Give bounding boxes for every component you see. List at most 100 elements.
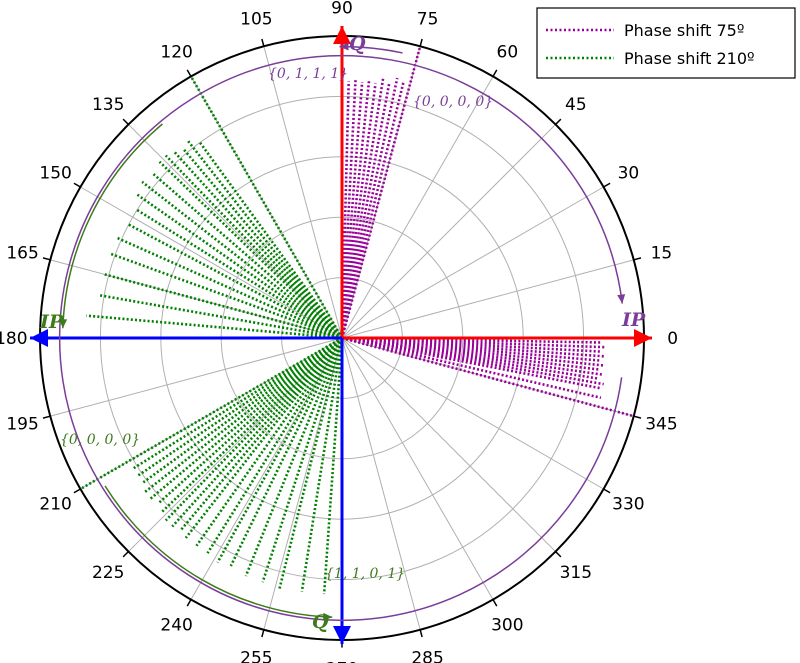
- rotation-arc-210-bottom: [104, 485, 333, 618]
- angle-tick-label: 60: [497, 43, 519, 63]
- angle-tick-mark: [122, 118, 129, 125]
- q-label-75: Q: [349, 33, 366, 55]
- angle-tick-mark: [492, 69, 498, 77]
- angle-tick-mark: [186, 599, 192, 607]
- angle-tick-label: 90: [331, 0, 353, 18]
- angle-tick-mark: [555, 551, 562, 558]
- series-1-ray: [229, 337, 344, 567]
- angle-tick-label: 240: [160, 615, 192, 635]
- angle-tick-label: 30: [618, 164, 640, 184]
- angle-tick-label: 225: [92, 563, 124, 583]
- series-1-ray: [216, 337, 344, 564]
- angle-tick-label: 285: [411, 648, 443, 663]
- code-label-1101: {1, 1, 0, 1}: [325, 566, 405, 582]
- grid-spoke: [80, 337, 343, 490]
- angle-tick-mark: [42, 415, 51, 419]
- rotation-arc-75-top-head: [339, 42, 349, 51]
- series-1-ray: [186, 139, 344, 339]
- angle-tick-label: 210: [39, 494, 71, 514]
- series-1-ray: [164, 337, 343, 522]
- rotation-arc-210-bottom-head: [323, 612, 333, 621]
- grid-spoke: [341, 337, 421, 630]
- series-1-ray: [184, 337, 344, 539]
- grid-spoke: [341, 76, 494, 339]
- angle-tick-label: 195: [6, 415, 38, 435]
- series-1-ray: [140, 336, 343, 485]
- ip-arrow-right-head: [634, 329, 652, 347]
- angle-tick-mark: [633, 415, 642, 419]
- series-1-ray: [131, 336, 343, 471]
- grid-spoke: [341, 337, 556, 552]
- angle-tick-mark: [633, 257, 642, 261]
- code-label-0111: {0, 1, 1, 1}: [268, 66, 348, 82]
- series-1-ray: [181, 147, 343, 339]
- angle-tick-label: 270: [326, 660, 358, 663]
- series-1-ray: [141, 180, 343, 340]
- rotation-arc-210-left: [62, 123, 163, 329]
- angle-tick-label: 45: [565, 95, 587, 115]
- series-1-ray: [157, 337, 343, 505]
- angle-tick-label: 15: [651, 243, 673, 263]
- grid-spoke: [263, 337, 343, 630]
- series-1-ray: [195, 337, 344, 547]
- series-1-ray: [149, 337, 343, 501]
- series-1-ray: [171, 337, 343, 528]
- grid-spoke: [50, 259, 343, 339]
- legend-label-210: Phase shift 210º: [624, 49, 755, 68]
- angle-tick-mark: [122, 551, 129, 558]
- series-layer: [40, 36, 635, 640]
- grid-spoke: [341, 337, 604, 490]
- series-1-ray: [261, 337, 344, 583]
- angle-tick-mark: [603, 488, 611, 494]
- grid-spoke: [190, 76, 343, 339]
- angle-tick-mark: [261, 38, 265, 47]
- angle-tick-label: 75: [417, 10, 439, 30]
- angle-tick-mark: [419, 629, 423, 638]
- series-1-ray: [206, 337, 344, 554]
- code-label-0000-green: {0, 0, 0, 0}: [60, 432, 140, 448]
- axis-arrows: [30, 26, 652, 644]
- code-label-0000-purple: {0, 0, 0, 0}: [413, 94, 493, 110]
- rotation-arc-210-left-head: [59, 319, 68, 329]
- series-1-ray: [322, 337, 344, 595]
- angle-tick-mark: [603, 182, 611, 188]
- q-arrow-down-head: [333, 626, 351, 644]
- angle-tick-mark: [42, 257, 51, 261]
- series-1-ray: [108, 252, 343, 340]
- angle-tick-mark: [186, 69, 192, 77]
- angle-tick-label: 0: [667, 329, 678, 349]
- series-1-ray: [277, 337, 344, 591]
- angle-tick-mark: [73, 488, 81, 494]
- ip-label-210: IP: [39, 311, 64, 333]
- angle-tick-label: 330: [612, 494, 644, 514]
- angle-tick-mark: [555, 118, 562, 125]
- grid-spoke: [50, 337, 343, 417]
- q-arrow-up-head: [333, 26, 351, 44]
- series-1-ray: [158, 160, 343, 339]
- angle-tick-label: 255: [240, 648, 272, 663]
- angle-tick-label: 120: [160, 43, 192, 63]
- series-1-ray: [102, 272, 343, 340]
- angle-tick-label: 150: [39, 164, 71, 184]
- angle-tick-mark: [261, 629, 265, 638]
- series-1-ray: [97, 293, 343, 340]
- angle-tick-mark: [419, 38, 423, 47]
- series-1-ray: [143, 336, 343, 494]
- series-1-ray: [164, 154, 343, 339]
- angle-tick-labels: 0 15 30 45 60 75 90 105 120 135 150 165 180 195 210 225…: [0, 0, 678, 663]
- rotation-arc-75-right: [58, 54, 624, 622]
- grid-spoke: [128, 124, 343, 339]
- angle-tick-label: 300: [491, 615, 523, 635]
- grid-spoke: [341, 259, 634, 339]
- grid-spoke: [263, 46, 343, 339]
- ip-label-75: IP: [621, 309, 646, 331]
- grid-spoke: [128, 337, 343, 552]
- legend-label-75: Phase shift 75º: [624, 21, 744, 40]
- series-1-ray: [115, 236, 343, 340]
- series-0-ray: [340, 77, 399, 339]
- grid-spoke: [341, 186, 604, 339]
- series-1-ray: [160, 337, 343, 514]
- angle-tick-label: 345: [645, 415, 677, 435]
- angle-tick-label: 165: [6, 243, 38, 263]
